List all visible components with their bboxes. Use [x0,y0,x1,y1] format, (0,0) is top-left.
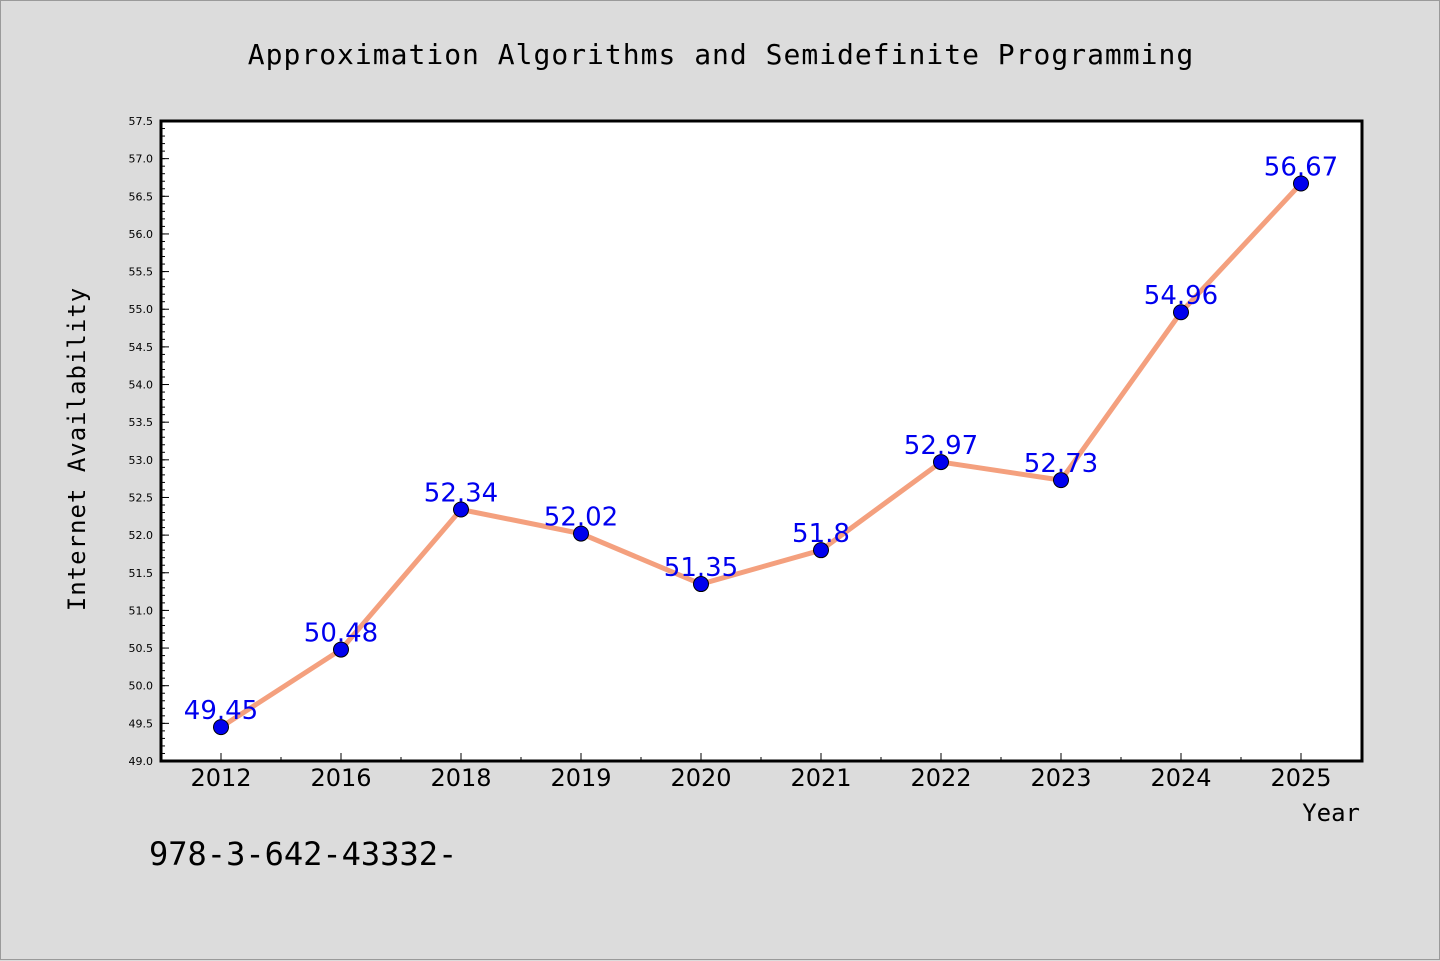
data-label: 52.02 [544,503,618,533]
x-tick-label: 2022 [910,764,971,792]
data-label: 49.45 [184,696,258,726]
y-tick-label: 50.5 [129,642,154,655]
plot-area [159,119,1364,763]
x-axis-label: Year [1302,799,1360,827]
data-point [573,525,589,542]
series-line [218,180,1304,730]
data-label: 50.48 [304,619,378,649]
x-tick-label: 2018 [430,764,491,792]
data-label: 52.97 [904,431,978,461]
y-tick-label: 51.5 [129,567,154,580]
data-point [693,576,709,593]
x-tick-label: 2024 [1150,764,1211,792]
x-tick-label: 2019 [550,764,611,792]
x-tick-label: 2021 [790,764,851,792]
x-tick-label: 2020 [670,764,731,792]
y-tick-label: 54.5 [129,341,154,354]
x-tick-label: 2025 [1270,764,1331,792]
isbn-annotation: 978-3-642-43332- [149,835,457,873]
y-tick-label: 52.0 [129,529,154,542]
data-label: 52.73 [1024,449,1098,479]
y-tick-label: 53.5 [129,416,154,429]
y-tick-label: 57.5 [129,115,154,128]
y-tick-label: 50.0 [129,680,154,693]
y-tick-label: 55.0 [129,303,154,316]
chart-title: Approximation Algorithms and Semidefinit… [248,38,1194,71]
x-tick-label: 2016 [310,764,371,792]
data-point [813,542,829,559]
y-tick-label: 53.0 [129,454,154,467]
y-axis-label: Internet Availability [63,287,91,611]
data-label: 51.8 [792,519,850,549]
y-tick-label: 57.0 [129,153,154,166]
data-point [333,641,349,658]
y-tick-label: 56.5 [129,190,154,203]
data-point [1053,472,1069,489]
x-axis: 2012 2016 2018 2019 2020 2021 2022 2023 2024 2025 [190,753,1332,792]
y-axis: 49.0 49.5 50.0 50.5 51.0 51.5 52.0 52.5 53.0 53.5… [129,115,169,768]
y-tick-label: 51.0 [129,604,154,617]
data-label: 56.67 [1264,152,1338,182]
y-tick-label: 52.5 [129,491,154,504]
y-tick-label: 54.0 [129,379,154,392]
data-point [213,719,229,736]
data-label: 52.34 [424,479,498,509]
data-label: 54.96 [1144,281,1218,311]
y-tick-label: 55.5 [129,266,154,279]
data-point [933,454,949,471]
x-tick-label: 2023 [1030,764,1091,792]
x-tick-label: 2012 [190,764,251,792]
data-point [453,501,469,518]
y-tick-label: 49.5 [129,717,154,730]
data-point [1173,304,1189,321]
data-point [1293,175,1309,192]
y-tick-label: 49.0 [129,755,154,768]
data-label: 51.35 [664,553,738,583]
series-line-group: 49.45 50.48 52.34 52.02 51.35 51.8 52.97 52.73 5… [184,152,1338,736]
y-tick-label: 56.0 [129,228,154,241]
